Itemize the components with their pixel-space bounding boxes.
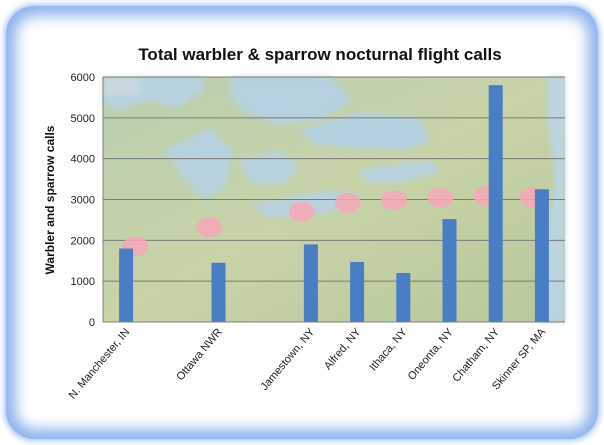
- site-marker: [427, 187, 454, 208]
- bar: [119, 248, 134, 322]
- site-marker: [334, 192, 361, 213]
- site-marker: [196, 217, 223, 238]
- y-tick-label: 1000: [71, 276, 95, 288]
- y-axis-label: Warbler and sparrow calls: [43, 125, 57, 274]
- x-tick-label: Alfred, NY: [322, 326, 364, 373]
- y-tick-label: 6000: [71, 72, 95, 84]
- y-tick-label: 0: [89, 317, 95, 329]
- x-axis-ticks: N. Manchester, IN Ottawa NWR Jamestown, NY…: [67, 326, 549, 402]
- bar: [211, 262, 226, 322]
- bar: [350, 261, 365, 322]
- bar: [303, 244, 318, 322]
- bar: [442, 219, 457, 322]
- y-tick-label: 2000: [71, 235, 95, 247]
- x-tick-label: Jamestown, NY: [258, 326, 317, 393]
- y-axis-ticks: 0 1000 2000 3000 4000 5000 6000: [71, 72, 95, 329]
- site-marker: [381, 190, 408, 211]
- bars: [119, 85, 549, 323]
- y-tick-label: 4000: [71, 154, 95, 166]
- bar: [488, 85, 503, 323]
- x-tick-label: Ottawa NWR: [174, 326, 224, 383]
- bar: [534, 189, 549, 322]
- x-tick-label: N. Manchester, IN: [67, 326, 133, 401]
- y-tick-label: 5000: [71, 113, 95, 125]
- y-tick-label: 3000: [71, 195, 95, 207]
- x-tick-label: Ithaca, NY: [367, 326, 410, 374]
- gridlines: [103, 76, 565, 282]
- x-tick-label: Oneonta, NY: [406, 326, 456, 383]
- chart-title: Total warbler & sparrow nocturnal flight…: [138, 45, 501, 64]
- x-tick-label: Chatham, NY: [450, 326, 502, 385]
- bar: [396, 273, 411, 322]
- site-marker: [288, 201, 315, 222]
